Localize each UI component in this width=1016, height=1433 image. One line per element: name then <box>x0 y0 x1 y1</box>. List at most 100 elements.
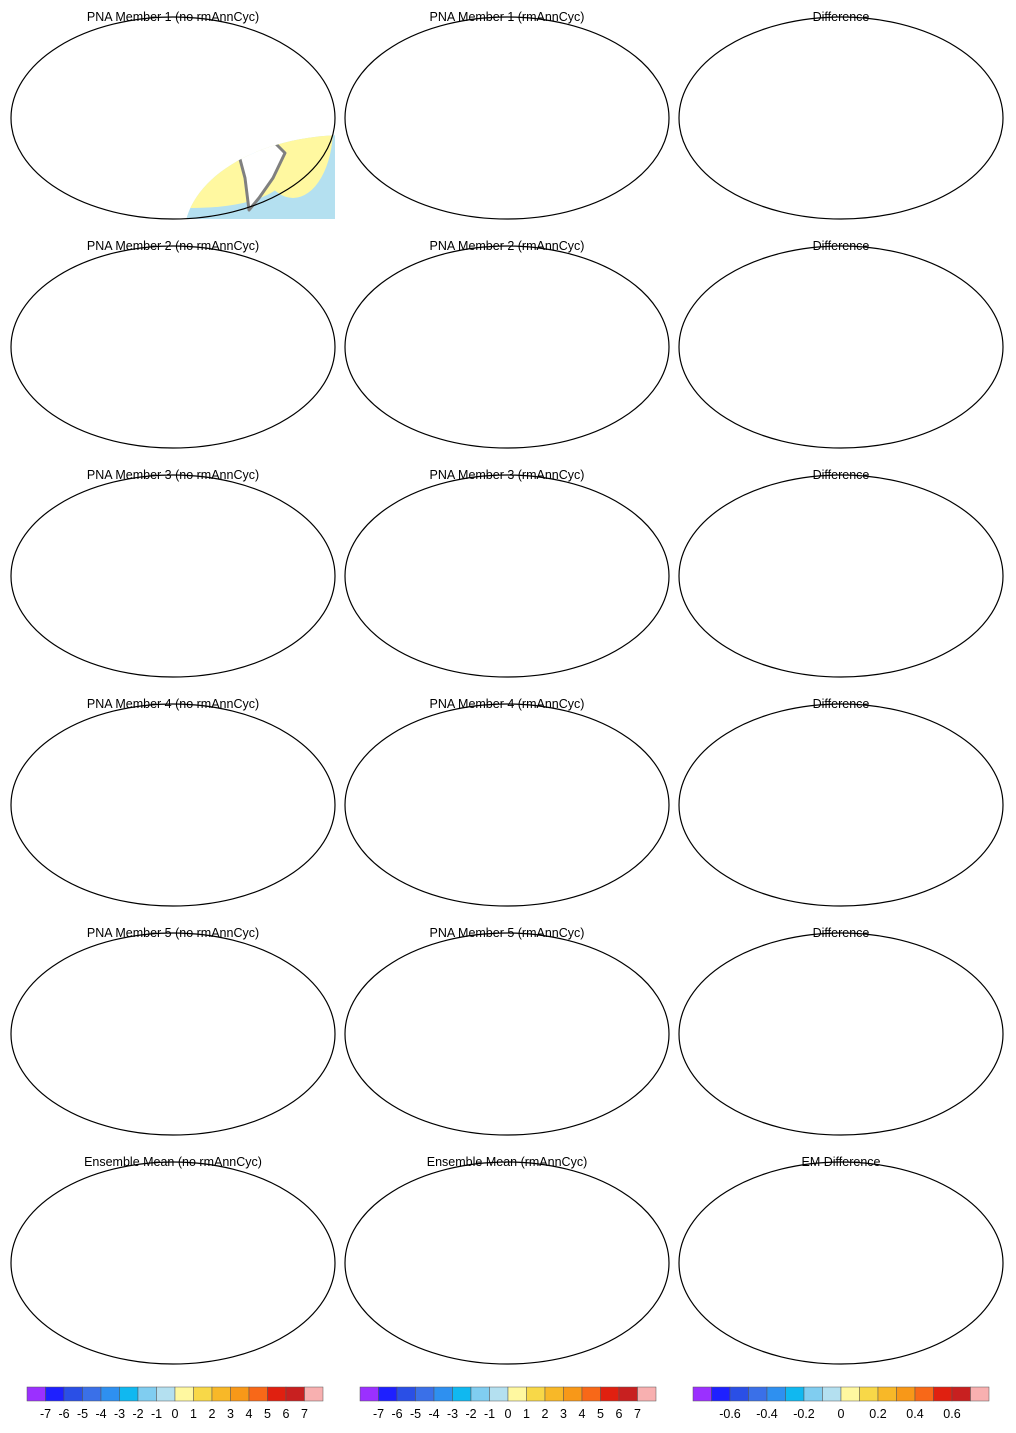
colorbar-box <box>285 1386 305 1402</box>
positive-region <box>335 287 455 427</box>
positive-region <box>437 606 617 666</box>
colorbar-label: 5 <box>264 1407 271 1421</box>
ocean-field <box>345 1162 669 1364</box>
map <box>335 704 675 906</box>
positive-region <box>103 1064 283 1124</box>
anomaly <box>95 61 171 85</box>
colorbar-label: -0.2 <box>793 1407 815 1421</box>
anomaly <box>143 942 163 962</box>
map-outline <box>10 703 336 907</box>
colorbar-label: 1 <box>523 1407 530 1421</box>
colorbar-box <box>433 1386 453 1402</box>
positive-region <box>111 835 291 895</box>
colorbar-label: 6 <box>283 1407 290 1421</box>
positive-region <box>103 606 283 666</box>
positive-region <box>261 287 341 427</box>
map-outline <box>10 474 336 678</box>
positive-region <box>1 287 121 427</box>
colorbar-label: -1 <box>151 1407 162 1421</box>
positive-region <box>861 128 941 188</box>
colorbar-box <box>507 1386 527 1402</box>
colorbar-label: 3 <box>227 1407 234 1421</box>
colorbar-label: -6 <box>391 1407 402 1421</box>
colorbar-box <box>489 1386 509 1402</box>
map <box>335 1162 675 1364</box>
map-outline <box>344 245 670 449</box>
anomaly <box>477 1171 497 1191</box>
map-outline <box>10 16 336 220</box>
positive-region <box>103 541 203 591</box>
positive-region <box>587 516 667 656</box>
positive-region <box>709 1303 809 1343</box>
map-outline <box>344 932 670 1136</box>
colorbar-label: 4 <box>579 1407 586 1421</box>
positive-region <box>397 586 497 646</box>
colorbar-label: 2 <box>542 1407 549 1421</box>
map <box>1 246 341 448</box>
positive-region <box>405 1273 505 1333</box>
positive-region <box>861 1044 941 1104</box>
positive-region <box>437 83 537 133</box>
positive-region <box>335 745 455 885</box>
map <box>673 1162 1009 1364</box>
positive-region <box>595 745 675 885</box>
anomaly <box>465 1167 509 1203</box>
anomaly <box>143 26 163 46</box>
positive-region <box>595 287 675 427</box>
anomaly <box>477 255 497 275</box>
positive-region <box>261 745 341 885</box>
positive-region <box>327 516 447 656</box>
colorbar-label: -0.6 <box>719 1407 741 1421</box>
colorbar-box <box>211 1386 231 1402</box>
positive-region <box>437 1064 617 1124</box>
ocean-field <box>679 933 1003 1135</box>
positive-region <box>253 974 333 1114</box>
map <box>335 246 675 448</box>
colorbar-label: -6 <box>58 1407 69 1421</box>
positive-region <box>397 128 497 188</box>
positive-region <box>63 586 163 646</box>
colorbar-box <box>581 1386 601 1402</box>
positive-region <box>861 586 941 646</box>
colorbar-box <box>359 1386 379 1402</box>
colorbar-label: -5 <box>410 1407 421 1421</box>
colorbar-label: -7 <box>373 1407 384 1421</box>
positive-region <box>397 1044 497 1104</box>
colorbar-box <box>415 1386 435 1402</box>
colorbar-box <box>156 1386 176 1402</box>
positive-region <box>111 377 291 437</box>
colorbar-box <box>45 1386 65 1402</box>
anomaly <box>465 709 509 745</box>
map-outline <box>678 245 1004 449</box>
colorbar-label: 2 <box>209 1407 216 1421</box>
colorbar-label: 0.6 <box>943 1407 960 1421</box>
positive-region <box>751 78 891 158</box>
colorbar-box <box>378 1386 398 1402</box>
anomaly <box>429 61 505 85</box>
positive-region <box>0 974 113 1114</box>
map <box>1 1162 341 1364</box>
map-outline <box>678 16 1004 220</box>
positive-region <box>676 496 726 596</box>
colorbar-box <box>785 1386 805 1402</box>
colorbar-label: -0.4 <box>756 1407 778 1421</box>
colorbar-box <box>600 1386 620 1402</box>
anomaly <box>131 251 175 287</box>
positive-region <box>71 815 171 875</box>
colorbar-box <box>396 1386 416 1402</box>
positive-region <box>437 148 617 208</box>
anomaly <box>429 1206 505 1230</box>
positive-region <box>684 725 734 825</box>
anomaly <box>131 22 175 58</box>
positive-region <box>327 974 447 1114</box>
colorbar-box <box>896 1386 916 1402</box>
map-outline <box>10 932 336 1136</box>
anomaly <box>107 507 139 535</box>
colorbar-box <box>859 1386 879 1402</box>
colorbar-box <box>914 1386 934 1402</box>
positive-region <box>921 954 981 1034</box>
colorbar-box <box>970 1386 990 1402</box>
colorbar-label: -3 <box>447 1407 458 1421</box>
ocean-field <box>11 1162 335 1364</box>
colorbar-box <box>766 1386 786 1402</box>
